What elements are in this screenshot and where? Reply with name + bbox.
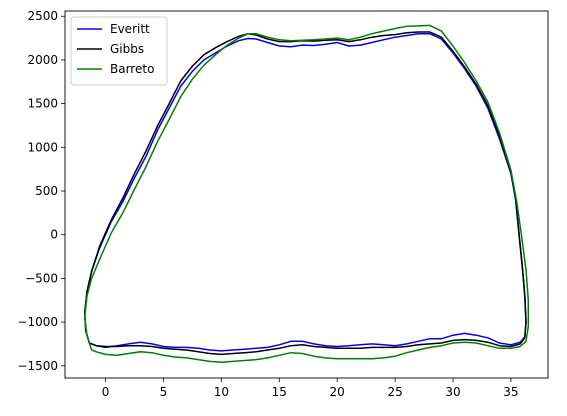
plot-frame [64,10,549,379]
legend-label-everitt: Everitt [110,22,150,36]
x-tick-label: 0 [102,385,110,399]
x-tick-label: 15 [272,385,287,399]
legend: Everitt Gibbs Barreto [70,16,168,86]
y-tick-label: 2000 [27,53,58,67]
y-tick-label: 2500 [27,9,58,23]
legend-box [70,16,168,86]
x-tick-label: 10 [214,385,229,399]
y-tick-label: −1500 [17,359,58,373]
axes-layer: 0 5 10 15 20 25 30 35 −1500 −1000 −500 0 500 1000 1500… [17,9,549,399]
y-tick-label: 1000 [27,140,58,154]
y-tick-label: 1500 [27,97,58,111]
legend-label-gibbs: Gibbs [110,42,144,56]
series-line-barreto [83,24,530,364]
y-tick-label: −1000 [17,315,58,329]
x-tick-label: 20 [330,385,345,399]
y-tick-label: −500 [25,271,58,285]
x-tick-label: 35 [503,385,518,399]
legend-label-barreto: Barreto [110,62,154,76]
x-tick-label: 30 [445,385,460,399]
x-tick-label: 25 [387,385,402,399]
y-tick-label: 500 [35,184,58,198]
x-tick-label: 5 [160,385,168,399]
y-tick-label: 0 [50,228,58,242]
series-layer [83,24,530,364]
series-line-gibbs [83,31,527,356]
